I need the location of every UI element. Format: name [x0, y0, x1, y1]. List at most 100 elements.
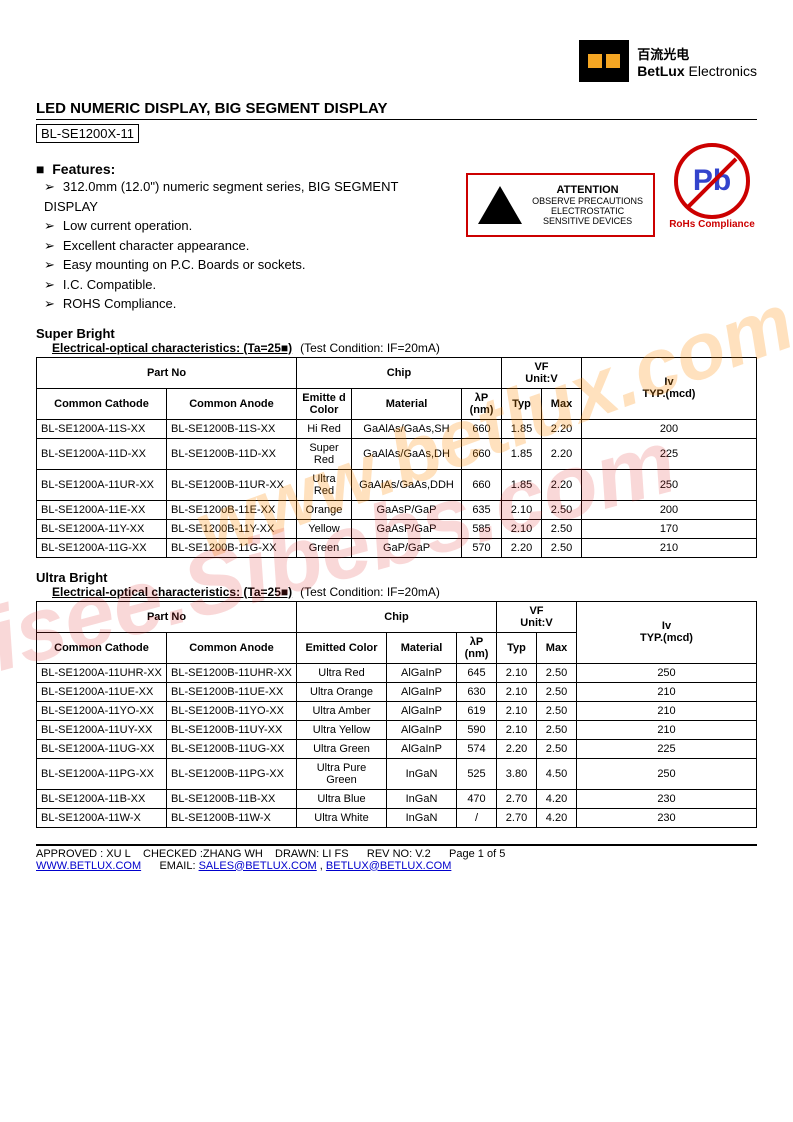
table-cell: BL-SE1200A-11UR-XX [37, 469, 167, 500]
th-iv: IvTYP.(mcd) [577, 601, 757, 663]
th-iv: IvTYP.(mcd) [582, 357, 757, 419]
logo-text-en: BetLux Electronics [637, 63, 757, 79]
table-cell: BL-SE1200B-11YO-XX [167, 701, 297, 720]
table-cell: 470 [457, 789, 497, 808]
table-cell: 2.20 [542, 438, 582, 469]
feature-item: Easy mounting on P.C. Boards or sockets. [44, 255, 454, 275]
table-cell: 635 [462, 500, 502, 519]
table-cell: 210 [577, 682, 757, 701]
th-cc: Common Cathode [37, 632, 167, 663]
th-emit: Emitted Color [297, 632, 387, 663]
table-cell: BL-SE1200A-11Y-XX [37, 519, 167, 538]
table-row: BL-SE1200A-11G-XXBL-SE1200B-11G-XXGreenG… [37, 538, 757, 557]
table-cell: Ultra Red [297, 663, 387, 682]
table-cell: 4.20 [537, 789, 577, 808]
footer-email1-link[interactable]: SALES@BETLUX.COM [199, 860, 317, 872]
table-cell: 210 [577, 701, 757, 720]
test-condition: (Test Condition: IF=20mA) [300, 341, 440, 355]
table-row: BL-SE1200A-11YO-XXBL-SE1200B-11YO-XXUltr… [37, 701, 757, 720]
table-cell: GaAlAs/GaAs,SH [352, 419, 462, 438]
logo: 百流光电 BetLux Electronics [579, 40, 757, 82]
table-cell: BL-SE1200A-11W-X [37, 808, 167, 827]
table-cell: AlGaInP [387, 682, 457, 701]
footer-approved: APPROVED : XU L [36, 848, 131, 860]
th-chip: Chip [297, 357, 502, 388]
table-cell: Ultra Green [297, 739, 387, 758]
table-cell: 570 [462, 538, 502, 557]
table-cell: GaAsP/GaP [352, 500, 462, 519]
feature-item: 312.0mm (12.0") numeric segment series, … [44, 177, 454, 216]
features-list: 312.0mm (12.0") numeric segment series, … [44, 177, 454, 314]
table-cell: 2.10 [502, 519, 542, 538]
table-cell: 2.20 [502, 538, 542, 557]
esd-triangle-icon [478, 186, 522, 224]
footer: APPROVED : XU L CHECKED :ZHANG WH DRAWN:… [36, 844, 757, 872]
table-cell: InGaN [387, 808, 457, 827]
table-cell: 619 [457, 701, 497, 720]
features-title: ■ Features: [36, 161, 454, 177]
table-cell: GaAsP/GaP [352, 519, 462, 538]
table-cell: 250 [577, 758, 757, 789]
table-cell: 2.50 [537, 739, 577, 758]
th-typ: Typ [497, 632, 537, 663]
table-cell: 170 [582, 519, 757, 538]
table-cell: 2.50 [537, 701, 577, 720]
th-lambda: λP(nm) [457, 632, 497, 663]
table-cell: BL-SE1200A-11S-XX [37, 419, 167, 438]
table-cell: BL-SE1200B-11UG-XX [167, 739, 297, 758]
characteristics-title-ub: Electrical-optical characteristics: (Ta=… [52, 585, 292, 599]
footer-rev: REV NO: V.2 [367, 848, 431, 860]
table-cell: 250 [582, 469, 757, 500]
super-bright-title: Super Bright [36, 326, 757, 341]
table-cell: BL-SE1200A-11D-XX [37, 438, 167, 469]
table-cell: 2.10 [502, 500, 542, 519]
table-cell: GaP/GaP [352, 538, 462, 557]
table-cell: BL-SE1200B-11W-X [167, 808, 297, 827]
table-cell: 230 [577, 789, 757, 808]
table-cell: BL-SE1200B-11PG-XX [167, 758, 297, 789]
table-cell: AlGaInP [387, 663, 457, 682]
footer-site-link[interactable]: WWW.BETLUX.COM [36, 860, 141, 872]
table-cell: 225 [582, 438, 757, 469]
feature-item: Low current operation. [44, 216, 454, 236]
table-cell: 525 [457, 758, 497, 789]
table-cell: BL-SE1200A-11G-XX [37, 538, 167, 557]
table-cell: Ultra White [297, 808, 387, 827]
table-cell: BL-SE1200A-11UG-XX [37, 739, 167, 758]
table-cell: BL-SE1200A-11PG-XX [37, 758, 167, 789]
table-row: BL-SE1200A-11E-XXBL-SE1200B-11E-XXOrange… [37, 500, 757, 519]
table-cell: 2.50 [537, 663, 577, 682]
th-typ: Typ [502, 388, 542, 419]
table-cell: 645 [457, 663, 497, 682]
table-cell: Ultra Blue [297, 789, 387, 808]
table-row: BL-SE1200A-11UE-XXBL-SE1200B-11UE-XXUltr… [37, 682, 757, 701]
header: 百流光电 BetLux Electronics [36, 40, 757, 82]
table-row: BL-SE1200A-11B-XXBL-SE1200B-11B-XXUltra … [37, 789, 757, 808]
th-max: Max [537, 632, 577, 663]
table-cell: Super Red [297, 438, 352, 469]
super-bright-table: Part No Chip VFUnit:V IvTYP.(mcd) Common… [36, 357, 757, 558]
table-row: BL-SE1200A-11UY-XXBL-SE1200B-11UY-XXUltr… [37, 720, 757, 739]
table-cell: BL-SE1200B-11D-XX [167, 438, 297, 469]
table-cell: Ultra Red [297, 469, 352, 500]
feature-item: I.C. Compatible. [44, 275, 454, 295]
table-cell: 2.50 [542, 500, 582, 519]
table-cell: 2.10 [497, 701, 537, 720]
footer-email2-link[interactable]: BETLUX@BETLUX.COM [326, 860, 451, 872]
table-cell: BL-SE1200B-11S-XX [167, 419, 297, 438]
footer-email-label: EMAIL: [159, 860, 198, 872]
table-row: BL-SE1200A-11PG-XXBL-SE1200B-11PG-XXUltr… [37, 758, 757, 789]
th-partno: Part No [37, 357, 297, 388]
table-cell: BL-SE1200A-11UE-XX [37, 682, 167, 701]
th-mat: Material [352, 388, 462, 419]
ultra-bright-table: Part No Chip VFUnit:V IvTYP.(mcd) Common… [36, 601, 757, 828]
table-row: BL-SE1200A-11D-XXBL-SE1200B-11D-XXSuper … [37, 438, 757, 469]
table-cell: BL-SE1200A-11UY-XX [37, 720, 167, 739]
th-vf: VFUnit:V [502, 357, 582, 388]
table-row: BL-SE1200A-11S-XXBL-SE1200B-11S-XXHi Red… [37, 419, 757, 438]
table-cell: BL-SE1200B-11B-XX [167, 789, 297, 808]
table-row: BL-SE1200A-11Y-XXBL-SE1200B-11Y-XXYellow… [37, 519, 757, 538]
table-cell: GaAlAs/GaAs,DH [352, 438, 462, 469]
test-condition-ub: (Test Condition: IF=20mA) [300, 585, 440, 599]
ultra-bright-title: Ultra Bright [36, 570, 757, 585]
